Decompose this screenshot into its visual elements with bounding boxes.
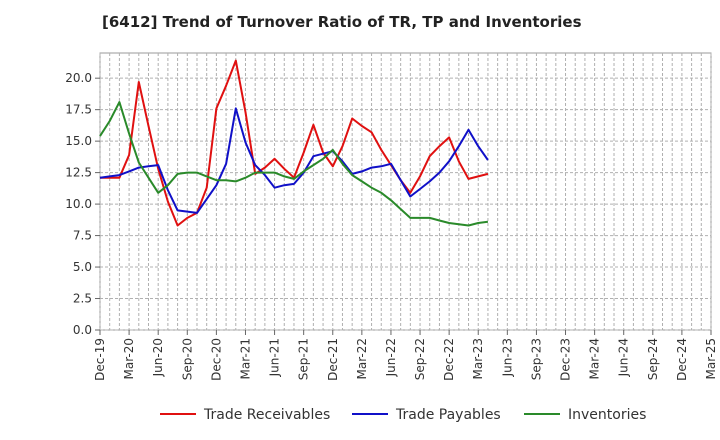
y-tick-label: 7.5 (73, 229, 92, 243)
x-tick-label: Sep-20 (180, 338, 194, 380)
y-tick-label: 10.0 (65, 197, 92, 211)
x-tick-label: Jun-23 (500, 338, 514, 377)
y-axis-ticks: 0.0 2.5 5.0 7.5 10.0 12.5 15.0 17.5 20.0 (65, 71, 100, 337)
x-tick-label: Jun-22 (384, 338, 398, 377)
x-tick-label: Dec-21 (326, 338, 340, 381)
x-tick-label: Mar-23 (471, 338, 485, 379)
x-tick-label: Mar-21 (238, 338, 252, 379)
y-tick-label: 12.5 (65, 166, 92, 180)
x-tick-label: Mar-22 (355, 338, 369, 379)
x-tick-label: Mar-25 (704, 338, 718, 379)
chart-title: [6412] Trend of Turnover Ratio of TR, TP… (102, 13, 582, 31)
y-gridlines (100, 77, 711, 331)
x-tick-label: Sep-24 (646, 338, 660, 380)
series-lines (99, 59, 489, 227)
x-tick-label: Dec-23 (559, 338, 573, 381)
x-tick-label: Sep-21 (297, 338, 311, 380)
y-tick-label: 20.0 (65, 71, 92, 85)
y-tick-label: 2.5 (73, 292, 92, 306)
plot-area (99, 52, 712, 331)
y-tick-label: 0.0 (73, 323, 92, 337)
x-tick-label: Mar-24 (588, 338, 602, 379)
legend-label: Trade Payables (395, 407, 501, 423)
x-tick-label: Sep-23 (529, 338, 543, 380)
x-tick-label: Dec-22 (442, 338, 456, 381)
x-tick-label: Jun-21 (268, 338, 282, 377)
x-tick-label: Jun-24 (617, 338, 631, 377)
x-tick-label: Dec-19 (93, 338, 107, 381)
series-line-1 (99, 107, 489, 214)
x-tick-label: Jun-20 (151, 338, 165, 377)
y-tick-label: 15.0 (65, 134, 92, 148)
x-tick-label: Sep-22 (413, 338, 427, 380)
x-tick-label: Dec-20 (209, 338, 223, 381)
legend-label: Trade Receivables (203, 407, 330, 423)
x-axis-ticks: Dec-19 Mar-20 Jun-20 Sep-20 Dec-20 Mar-21 Jun-… (93, 330, 718, 381)
y-tick-label: 17.5 (65, 103, 92, 117)
x-tick-label: Mar-20 (122, 338, 136, 379)
y-tick-label: 5.0 (73, 260, 92, 274)
x-tick-label: Dec-24 (675, 338, 689, 381)
x-gridlines (99, 53, 712, 330)
legend: Trade Receivables Trade Payables Inventori… (160, 407, 646, 423)
legend-label: Inventories (568, 407, 646, 423)
series-line-2 (99, 101, 489, 227)
